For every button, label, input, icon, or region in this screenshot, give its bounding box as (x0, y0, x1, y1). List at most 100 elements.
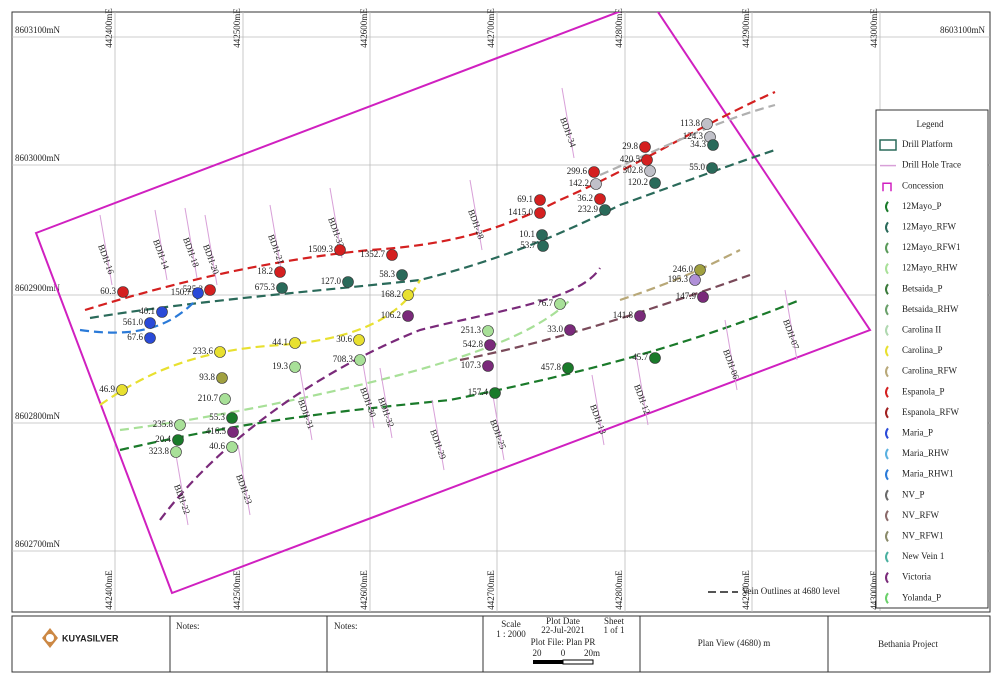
intercept-label: 124.3 (683, 131, 704, 141)
legend-label: Maria_P (902, 427, 933, 437)
legend-label: NV_RFW1 (902, 530, 944, 540)
intercept-label: 420.5 (620, 154, 641, 164)
legend-label: Espanola_P (902, 386, 945, 396)
intercept-label: 106.2 (381, 310, 401, 320)
intercept-label: 147.9 (676, 291, 697, 301)
legend-label: Maria_RHW1 (902, 469, 954, 479)
legend-swatch (885, 592, 889, 604)
intercept-label: 60.3 (100, 286, 116, 296)
level-note: Vein Outlines at 4680 level (742, 586, 840, 596)
intercept-marker (386, 249, 398, 261)
intercept-label: 20.4 (155, 434, 171, 444)
intercept-label: 67.6 (127, 332, 143, 342)
legend-swatch (885, 365, 889, 378)
intercept-marker (706, 162, 718, 174)
intercept-marker (697, 291, 709, 303)
notes: Notes: (176, 621, 200, 631)
map-frame (11, 11, 991, 613)
sheet-label: Sheet (604, 616, 624, 626)
legend-swatch (885, 345, 889, 357)
intercept-marker (588, 166, 600, 178)
intercept-label: 251.3 (461, 325, 482, 335)
legend-label: 12Mayo_RFW (902, 221, 957, 231)
drill-trace (469, 179, 483, 251)
legend-swatch (885, 468, 889, 481)
hole-name: BDH-23 (234, 473, 254, 506)
legend-swatch (885, 530, 889, 543)
intercept-label: 157.4 (468, 387, 489, 397)
hole-name: BDH-13 (588, 403, 608, 436)
plot-date-label: Plot Date (546, 616, 580, 626)
legend-label: Carolina_RFW (902, 366, 957, 376)
easting-label: 442900mE (741, 8, 751, 48)
intercept-label: 30.6 (336, 334, 352, 344)
northing-label: 8602800mN (15, 411, 61, 421)
intercept-marker (590, 178, 602, 190)
hole-name: BDH-12 (632, 383, 652, 416)
legend-label: Concession (902, 180, 944, 190)
bar-mid: 0 (561, 648, 566, 658)
hole-name: BDH-06 (721, 348, 741, 381)
legend-label: Betsaida_P (902, 283, 943, 293)
legend-label: 12Mayo_RHW (902, 263, 958, 273)
intercept-marker (216, 372, 228, 384)
intercept-marker (334, 244, 346, 256)
drill-trace (361, 357, 375, 429)
legend-swatch (882, 182, 892, 192)
intercept-marker (289, 361, 301, 373)
legend-label: Yolanda_P (902, 592, 941, 602)
legend-swatch (885, 242, 889, 254)
intercept-marker (599, 204, 611, 216)
northing-label: 8603100mN (940, 25, 986, 35)
intercept-label: 708.3 (333, 354, 354, 364)
intercept-marker (192, 287, 204, 299)
intercept-marker (276, 282, 288, 294)
easting-label: 442600mE (359, 570, 369, 610)
intercept-marker (144, 317, 156, 329)
easting-label: 442500mE (232, 8, 242, 48)
legend-label: NV_P (902, 489, 925, 499)
hole-name: BDH-14 (151, 238, 171, 271)
intercept-label: 93.8 (199, 372, 215, 382)
intercept-marker (172, 434, 184, 446)
easting-label: 442700mE (486, 8, 496, 48)
intercept-label: 457.8 (541, 362, 562, 372)
intercept-label: 675.3 (255, 282, 276, 292)
drill-trace (379, 367, 393, 439)
intercept-marker (226, 412, 238, 424)
intercept-marker (534, 194, 546, 206)
intercept-marker (402, 289, 414, 301)
legend-label: Betsaida_RHW (902, 304, 959, 314)
intercepts: BDH-16 BDH-14 BDH-18 BDH-20 BDH-21BDH-33BDH-… (96, 87, 801, 526)
intercept-marker (219, 393, 231, 405)
intercept-marker (554, 298, 566, 310)
intercept-label: 142.2 (569, 178, 589, 188)
northing-label: 8603100mN (15, 25, 61, 35)
legend-swatch (885, 571, 889, 584)
drill-trace (635, 354, 649, 426)
legend-swatch (885, 510, 889, 522)
intercept-marker (562, 362, 574, 374)
hole-name: BDH-29 (428, 428, 448, 461)
drill-trace (175, 454, 189, 526)
legend-swatch (885, 262, 889, 275)
intercept-marker (534, 207, 546, 219)
intercept-label: 150.7 (171, 287, 192, 297)
legend-label: Carolina II (902, 324, 941, 334)
intercept-marker (482, 360, 494, 372)
northing-label: 8602900mN (15, 283, 61, 293)
easting-label: 442600mE (359, 8, 369, 48)
intercept-label: 33.0 (547, 324, 563, 334)
intercept-label: 113.8 (680, 118, 700, 128)
legend-swatch (885, 386, 889, 398)
intercept-label: 10.1 (519, 229, 535, 239)
intercept-label: 19.3 (272, 361, 288, 371)
legend-swatch (885, 324, 889, 337)
bar-left: 20 (533, 648, 543, 658)
legend-label: Drill Hole Trace (902, 160, 961, 170)
drill-trace (184, 207, 198, 279)
legend-swatch (885, 407, 889, 419)
intercept-marker (564, 324, 576, 336)
intercept-label: 168.2 (381, 289, 401, 299)
intercept-marker (342, 276, 354, 288)
